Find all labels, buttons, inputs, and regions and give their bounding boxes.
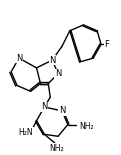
Text: N: N: [16, 54, 22, 63]
Text: F: F: [104, 40, 109, 49]
Text: N: N: [59, 106, 65, 115]
Text: N: N: [41, 102, 48, 111]
Text: N: N: [55, 69, 61, 78]
Text: NH₂: NH₂: [79, 122, 94, 131]
Text: H₂N: H₂N: [19, 128, 33, 137]
Text: N: N: [49, 56, 55, 65]
Text: NH₂: NH₂: [49, 144, 63, 153]
